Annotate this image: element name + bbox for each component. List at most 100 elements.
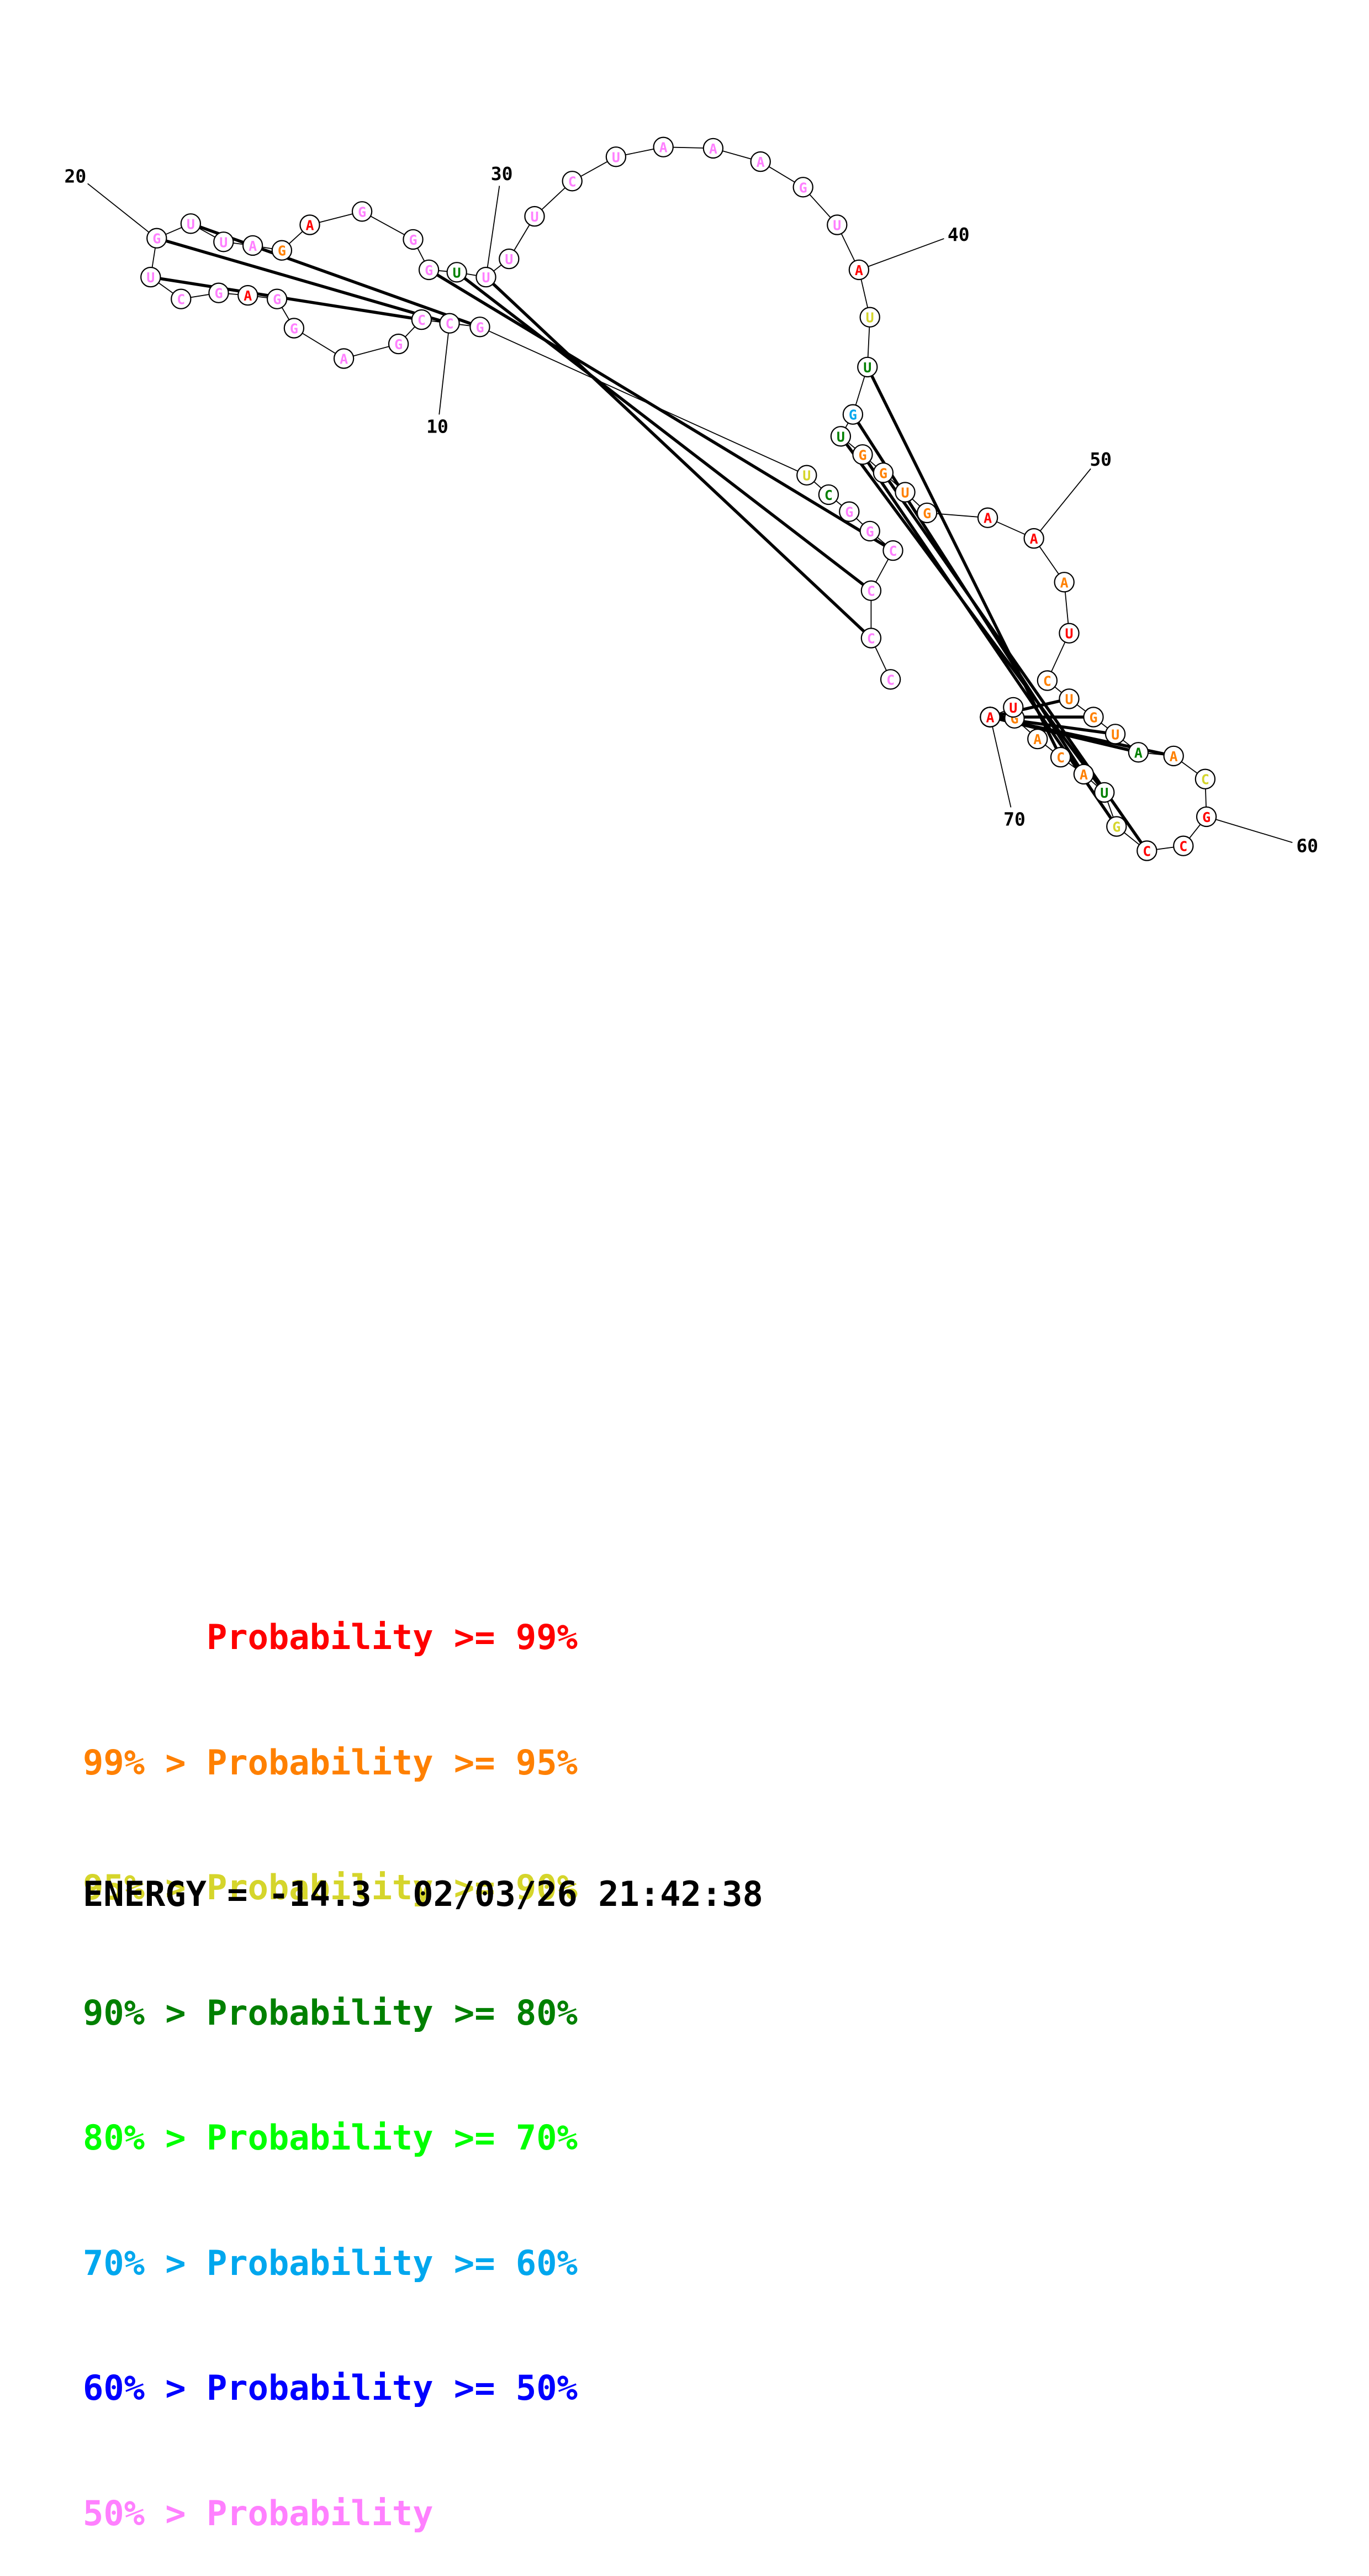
nucleotide-letter: A — [1060, 575, 1069, 591]
nucleotide-53: C — [1037, 670, 1058, 691]
nucleotide-circle — [1104, 724, 1126, 745]
nucleotide-47: U — [895, 482, 916, 503]
position-label-50: 50 — [1090, 449, 1112, 470]
nucleotide-45: G — [852, 444, 873, 465]
nucleotide-circle — [180, 213, 202, 234]
nucleotide-letter: C — [886, 672, 895, 688]
nucleotide-circle — [469, 317, 490, 338]
nucleotide-52: U — [1059, 623, 1080, 644]
nucleotide-letter: U — [863, 360, 871, 376]
nucleotide-49: A — [977, 507, 998, 528]
nucleotide-32: U — [524, 206, 545, 227]
nucleotide-circle — [818, 484, 839, 505]
legend-row-lt50: 50% > Probability — [83, 2493, 434, 2533]
nucleotide-circle — [792, 177, 813, 198]
nucleotide-34: U — [605, 146, 627, 167]
nucleotide-circle — [411, 309, 432, 330]
nucleotide-24: G — [271, 240, 293, 261]
nucleotide-letter: U — [1065, 626, 1073, 642]
nucleotide-circle — [860, 628, 882, 649]
nucleotide-39: U — [827, 214, 848, 235]
nucleotide-letter: A — [340, 351, 348, 367]
tick-line — [1039, 468, 1091, 531]
nucleotide-circle — [977, 507, 998, 528]
nucleotide-10: C — [439, 313, 460, 334]
nucleotide-circle — [1106, 816, 1127, 837]
nucleotide-25: A — [299, 214, 320, 235]
nucleotide-circle — [271, 240, 293, 261]
nucleotide-letter: A — [244, 288, 252, 304]
nucleotide-19: U — [140, 266, 161, 288]
nucleotide-61: C — [1173, 835, 1194, 856]
nucleotide-letter: U — [833, 218, 841, 234]
nucleotide-letter: C — [1056, 750, 1065, 766]
nucleotide-41: U — [859, 307, 880, 328]
nucleotide-circle — [283, 318, 305, 339]
nucleotide-59: C — [1194, 768, 1216, 789]
nucleotide-letter: G — [1202, 809, 1211, 825]
nucleotide-2: C — [860, 628, 882, 649]
nucleotide-circle — [140, 266, 161, 288]
nucleotide-5: G — [859, 520, 880, 542]
nucleotide-circle — [171, 288, 192, 309]
nucleotide-29: U — [446, 262, 467, 283]
timestamp: 02/03/26 21:42:38 — [413, 1874, 763, 1914]
nucleotide-letter: G — [1112, 819, 1120, 835]
nucleotide-65: A — [1073, 763, 1095, 785]
nucleotide-letter: U — [802, 468, 811, 484]
nucleotide-letter: U — [1009, 700, 1017, 716]
nucleotide-circle — [916, 502, 938, 524]
nucleotide-66: C — [1050, 746, 1071, 768]
energy-value: ENERGY = -14.3 — [83, 1874, 372, 1914]
nucleotide-62: C — [1137, 840, 1157, 861]
nucleotide-letter: A — [1030, 531, 1038, 547]
nucleotide-letter: A — [1080, 767, 1088, 783]
backbone — [150, 146, 1207, 851]
nucleotide-14: G — [283, 318, 305, 339]
nucleotide-circle — [351, 201, 373, 222]
nucleotide-circle — [1194, 768, 1216, 789]
nucleotide-7: C — [818, 484, 839, 505]
nucleotide-31: U — [499, 248, 520, 270]
nucleotide-51: A — [1054, 572, 1075, 593]
nucleotide-69: U — [1003, 697, 1024, 718]
nucleotide-circle — [1083, 707, 1104, 728]
nucleotide-44: U — [830, 426, 852, 447]
nucleotide-letter: G — [923, 505, 931, 521]
nucleotide-letter: A — [855, 262, 863, 278]
tick-line — [438, 333, 449, 415]
nucleotide-letter: U — [146, 270, 155, 286]
nucleotide-letter: C — [1201, 772, 1209, 788]
nucleotide-letter: G — [273, 292, 281, 308]
nucleotide-letter: U — [866, 310, 874, 326]
nucleotide-16: A — [237, 285, 258, 306]
nucleotide-circle — [1023, 528, 1044, 549]
nucleotide-letter: A — [984, 510, 992, 526]
nucleotide-letter: G — [799, 180, 807, 196]
nucleotide-letter: U — [837, 429, 845, 445]
nucleotide-circle — [605, 146, 627, 167]
nucleotide-letter: G — [866, 524, 874, 540]
nucleotide-50: A — [1023, 528, 1044, 549]
nucleotide-circle — [1094, 782, 1115, 803]
nucleotide-letter: G — [879, 465, 887, 481]
nucleotide-48: G — [916, 502, 938, 524]
nucleotide-46: G — [873, 462, 894, 483]
nucleotide-33: C — [562, 171, 583, 192]
nucleotide-23: A — [242, 235, 263, 256]
nucleotide-57: A — [1128, 742, 1149, 763]
nucleotide-circle — [980, 707, 1001, 728]
nucleotide-circle — [208, 282, 229, 303]
nucleotide-67: A — [1027, 728, 1048, 750]
nucleotide-circle — [388, 333, 409, 355]
nucleotide-letter: A — [1033, 731, 1042, 747]
nucleotide-letter: U — [187, 216, 195, 232]
nucleotide-letter: A — [659, 140, 668, 156]
nucleotide-circle — [403, 229, 424, 250]
nucleotide-circle — [873, 462, 894, 483]
nucleotide-circle — [653, 136, 674, 157]
nucleotide-36: A — [702, 138, 724, 159]
base-pair-bond — [463, 277, 865, 586]
nucleotide-letter: C — [1143, 844, 1151, 860]
